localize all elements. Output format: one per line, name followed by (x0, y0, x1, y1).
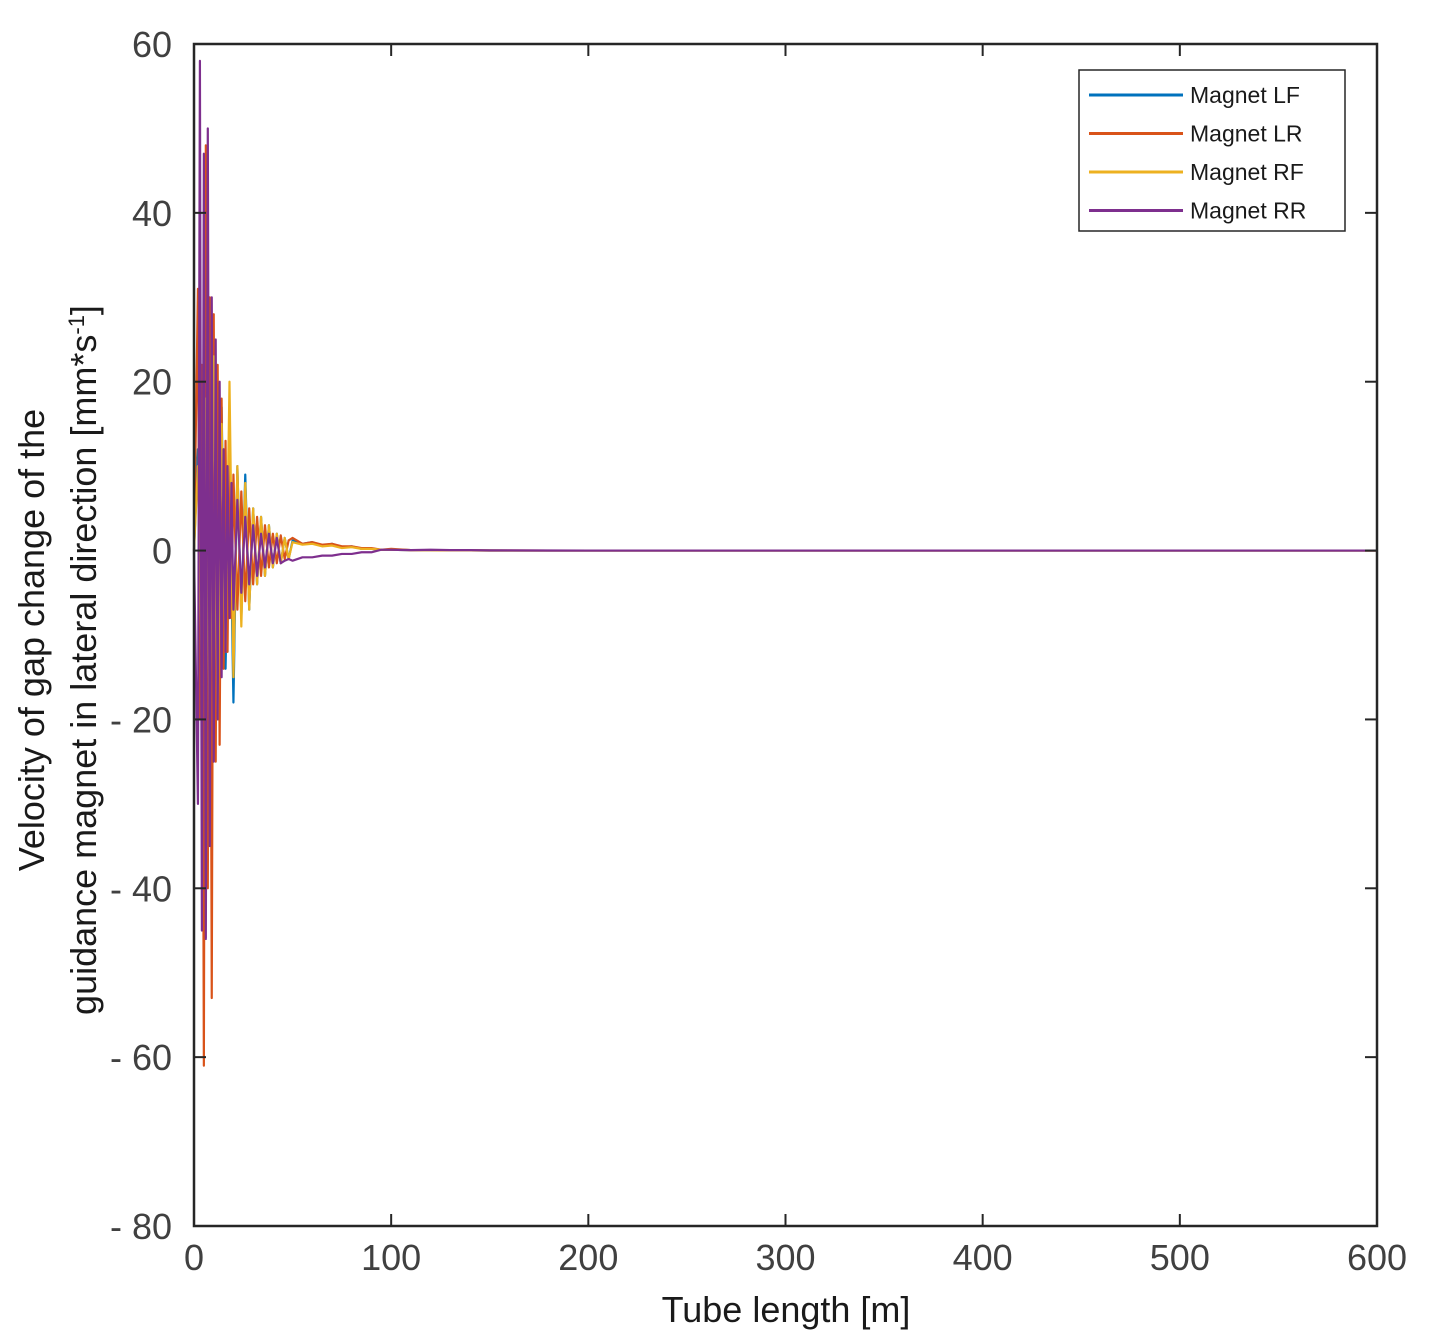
y-tick-label: 60 (132, 24, 172, 65)
y-tick-label: 20 (132, 362, 172, 403)
y-tick-label: - 40 (110, 868, 172, 909)
series-line-magnet-rr (192, 59, 1377, 941)
y-axis-label-2: guidance magnet in lateral direction [mm… (63, 305, 104, 1015)
legend-box (1078, 69, 1346, 232)
legend-label-magnet-lf: Magnet LF (1190, 82, 1300, 108)
y-axis-label-line1: Velocity of gap change of the (11, 409, 52, 871)
y-tick-labels: 60 40 20 0 - 20 - 40 - 60 - 80 (110, 24, 172, 1247)
y-axis-label-line2-end: ] (63, 305, 104, 315)
legend: Magnet LF Magnet LR Magnet RF Magnet RR (1078, 69, 1346, 232)
legend-label-magnet-lr: Magnet LR (1190, 121, 1303, 147)
y-tick-label: 0 (152, 531, 172, 572)
x-tick-label: 200 (558, 1237, 618, 1278)
y-tick-label: - 80 (110, 1206, 172, 1247)
x-tick-label: 500 (1150, 1237, 1210, 1278)
x-tick-label: 400 (953, 1237, 1013, 1278)
ticks-layer (193, 43, 1378, 1227)
y-axis-label-line2-main: guidance magnet in lateral direction [mm… (63, 335, 104, 1015)
x-axis-label: Tube length [m] (662, 1289, 911, 1330)
y-tick-label: - 20 (110, 699, 172, 740)
x-tick-label: 0 (184, 1237, 204, 1278)
legend-label-magnet-rf: Magnet RF (1190, 159, 1304, 185)
x-tick-label: 300 (755, 1237, 815, 1278)
y-tick-label: 40 (132, 193, 172, 234)
y-axis-label-line2: guidance magnet in lateral direction [mm… (63, 305, 104, 1015)
x-tick-label: 100 (361, 1237, 421, 1278)
series-layer (192, 59, 1377, 1067)
series-line-magnet-lr (192, 144, 1377, 1067)
series-line-magnet-rf (192, 355, 1377, 738)
legend-label-magnet-rr: Magnet RR (1190, 198, 1306, 224)
y-tick-label: - 60 (110, 1037, 172, 1078)
x-tick-labels: 0 100 200 300 400 500 600 (184, 1237, 1407, 1278)
series-line-magnet-lf (192, 346, 1377, 763)
x-tick-label: 600 (1347, 1237, 1407, 1278)
y-axis-label: Velocity of gap change of the (11, 409, 52, 871)
y-axis-label-line2-sup: -1 (64, 315, 89, 335)
